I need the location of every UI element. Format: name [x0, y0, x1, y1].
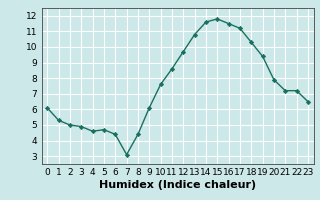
X-axis label: Humidex (Indice chaleur): Humidex (Indice chaleur) [99, 180, 256, 190]
